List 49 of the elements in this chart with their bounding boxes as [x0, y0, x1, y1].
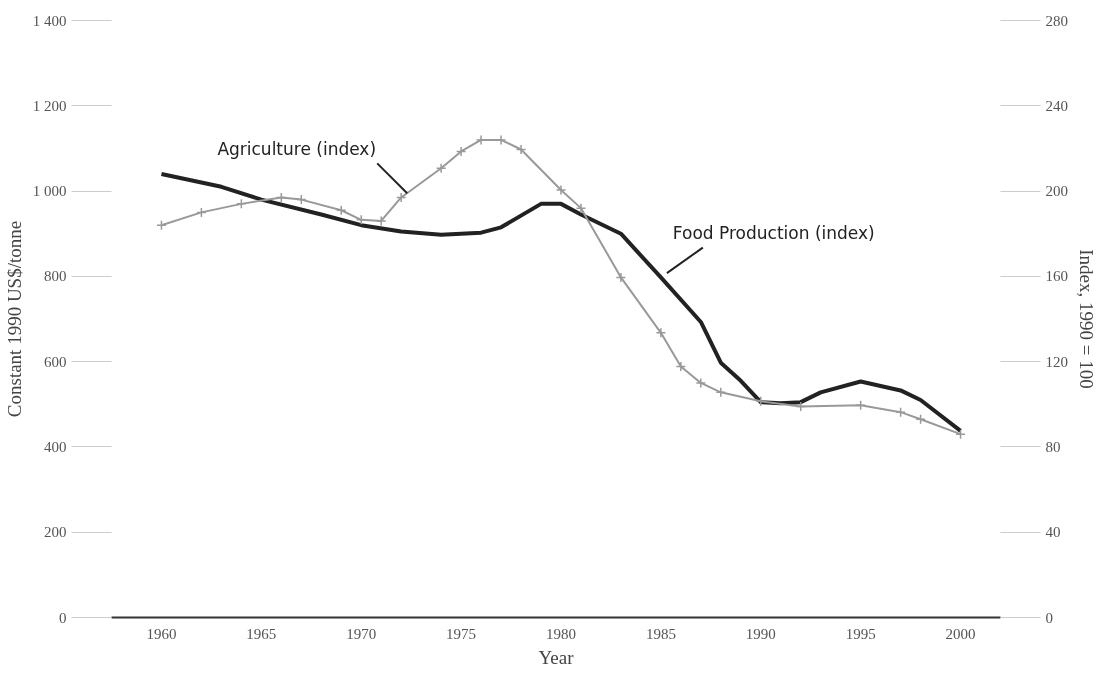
- point: [395, 192, 407, 203]
- y2-axis-title: Index, 1990 = 100: [1076, 249, 1097, 389]
- y2-tick-label: 0: [1045, 609, 1053, 626]
- point: [335, 205, 347, 216]
- y2-tick-label: 120: [1045, 353, 1068, 370]
- point: [515, 144, 527, 155]
- point: [435, 163, 447, 174]
- point: [455, 146, 467, 157]
- y2-tick-label: 280: [1045, 12, 1068, 29]
- text: Agriculture (index): [217, 139, 377, 160]
- x-tick-label: 1980: [545, 625, 576, 642]
- point: [555, 184, 567, 196]
- point: [675, 361, 687, 372]
- x-tick-label: 1995: [845, 625, 876, 642]
- y2-tick-label: 160: [1045, 268, 1068, 285]
- y-tick-label: 200: [44, 524, 67, 541]
- y-tick-label: 600: [44, 353, 67, 370]
- x-tick-label: 1975: [446, 625, 477, 642]
- y2-tick-label: 80: [1045, 438, 1061, 455]
- line-series: [159, 172, 963, 433]
- x-tick-label: 1990: [745, 625, 776, 642]
- point: [955, 428, 966, 440]
- y2-tick-label: 200: [1045, 183, 1068, 200]
- y2-tick-label: 240: [1045, 97, 1068, 114]
- series-label: Food Production (index): [672, 223, 875, 244]
- y-tick-label: 1 000: [32, 183, 67, 200]
- y-tick-label: 400: [44, 438, 67, 455]
- x-tick-label: 1960: [146, 625, 177, 642]
- x-tick-label: 1985: [645, 625, 676, 642]
- y-tick-label: 800: [44, 268, 67, 285]
- point: [156, 219, 167, 231]
- x-tick-label: 1970: [346, 625, 377, 642]
- x-tick-label: 1965: [246, 625, 277, 642]
- point: [715, 387, 727, 398]
- y-axis-title: Constant 1990 US$/tonne: [3, 220, 25, 418]
- point: [915, 413, 926, 425]
- point: [895, 406, 906, 418]
- point: [575, 202, 587, 214]
- point: [695, 377, 707, 389]
- y-tick-label: 1 400: [32, 12, 67, 29]
- y2-tick-label: 40: [1045, 524, 1061, 541]
- y-tick-label: 0: [59, 609, 67, 626]
- x-axis-title: Year: [538, 646, 575, 668]
- x-tick-label: 2000: [945, 625, 976, 642]
- point: [236, 198, 247, 210]
- y-tick-label: 1 200: [32, 97, 67, 114]
- point: [615, 272, 627, 283]
- point: [375, 215, 387, 227]
- point: [655, 327, 667, 339]
